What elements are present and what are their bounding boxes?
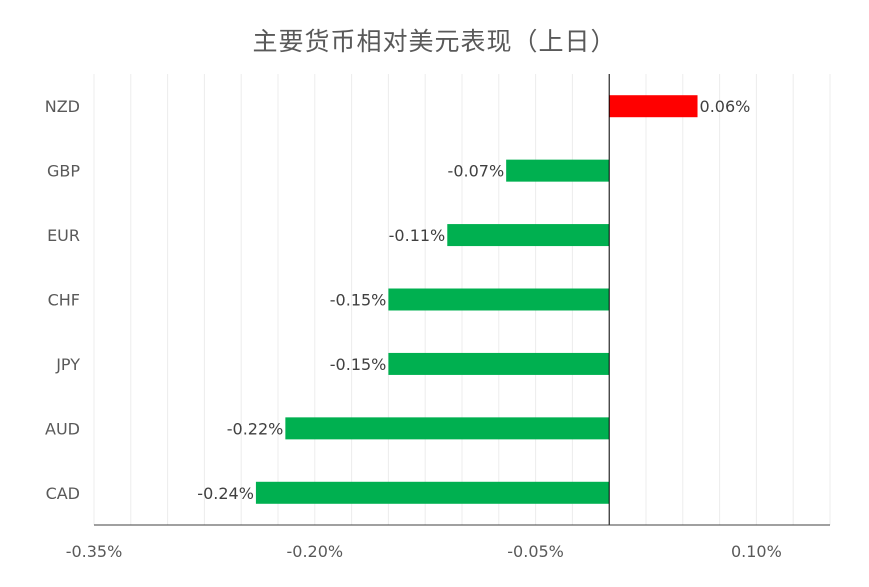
axes (94, 74, 830, 526)
x-tick-label: -0.20% (286, 542, 343, 561)
bar-nzd (609, 95, 698, 118)
category-label: AUD (45, 419, 80, 438)
data-label: -0.15% (330, 355, 387, 374)
bars (255, 95, 698, 504)
data-label: -0.24% (197, 484, 254, 503)
x-tick-label: 0.10% (731, 542, 782, 561)
category-label: GBP (47, 162, 80, 181)
bar-cad (255, 481, 610, 504)
bar-jpy (388, 352, 610, 375)
data-label: -0.11% (389, 226, 446, 245)
category-label: EUR (47, 226, 80, 245)
bar-eur (447, 224, 610, 247)
data-label: -0.15% (330, 291, 387, 310)
category-label: JPY (55, 355, 80, 374)
x-tick-label: -0.35% (66, 542, 123, 561)
category-label: CHF (48, 291, 80, 310)
category-label: CAD (46, 484, 80, 503)
x-tick-label: -0.05% (507, 542, 564, 561)
bar-chf (388, 288, 610, 311)
labels: NZD 0.06% GBP -0.07% EUR -0.11% CHF -0.15% JPY -0… (45, 97, 782, 561)
data-label: 0.06% (700, 97, 751, 116)
bar-aud (285, 417, 610, 440)
category-label: NZD (45, 97, 80, 116)
data-label: -0.07% (448, 162, 505, 181)
chart-title: 主要货币相对美元表现（上日） (252, 27, 617, 56)
data-label: -0.22% (227, 419, 284, 438)
bar-gbp (506, 159, 610, 182)
